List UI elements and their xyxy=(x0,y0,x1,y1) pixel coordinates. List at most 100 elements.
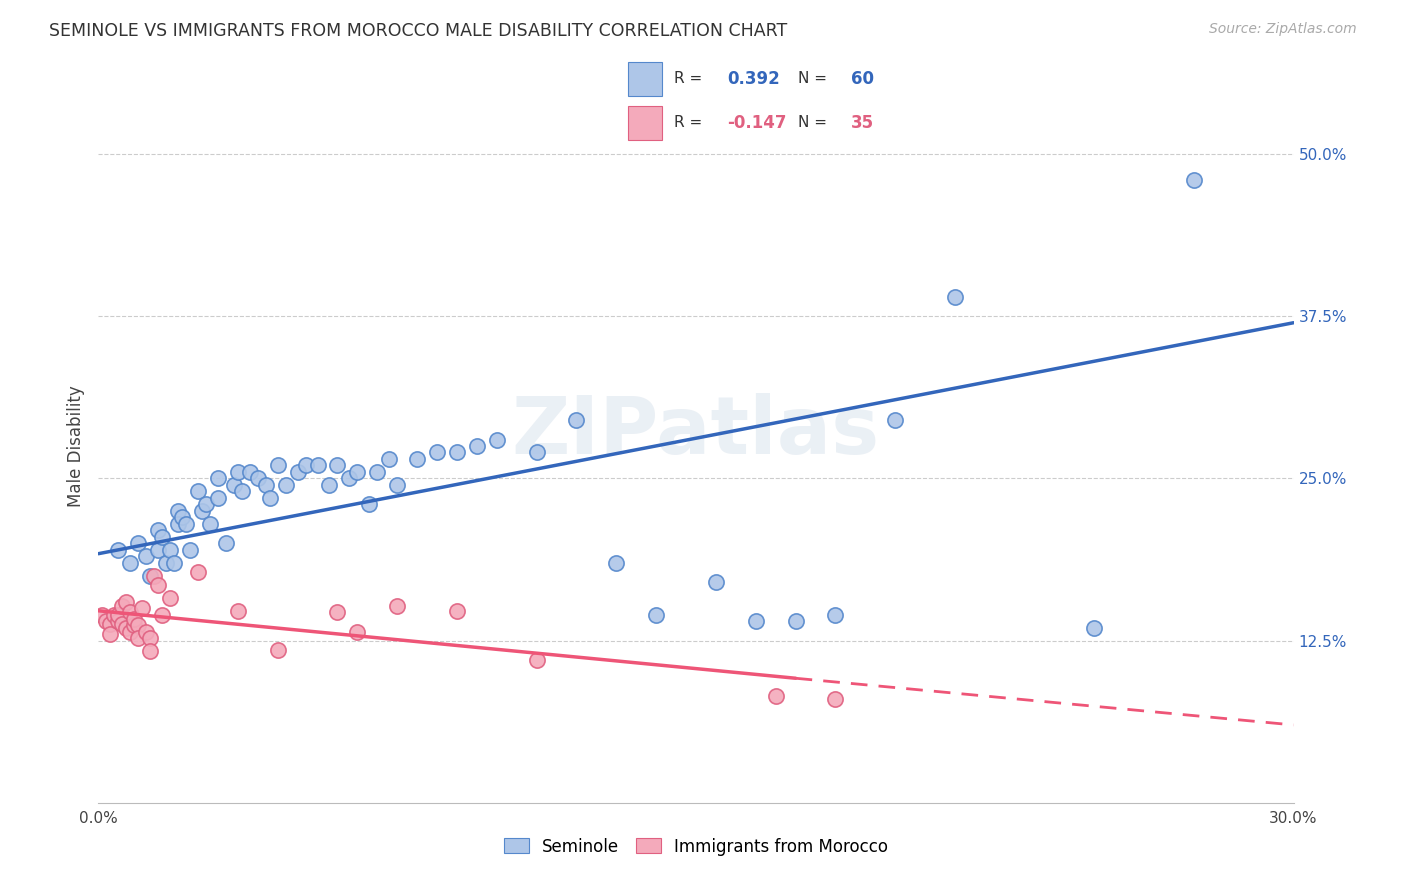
Point xyxy=(605,556,627,570)
Point xyxy=(148,578,170,592)
Point xyxy=(465,439,488,453)
Point xyxy=(124,611,146,625)
Point xyxy=(824,692,846,706)
Point xyxy=(259,491,281,505)
Text: R =: R = xyxy=(675,71,707,87)
Point xyxy=(645,607,668,622)
Point xyxy=(103,607,125,622)
Point xyxy=(378,452,401,467)
Text: 60: 60 xyxy=(851,70,873,87)
Point xyxy=(167,504,190,518)
Point xyxy=(139,644,162,658)
Point xyxy=(207,491,229,505)
Point xyxy=(346,624,368,639)
Point xyxy=(191,504,214,518)
Point xyxy=(307,458,329,473)
Point xyxy=(267,642,290,657)
Text: -0.147: -0.147 xyxy=(727,114,786,132)
Point xyxy=(385,478,409,492)
Point xyxy=(150,607,173,622)
Point xyxy=(207,471,229,485)
Text: N =: N = xyxy=(799,115,832,130)
Point xyxy=(127,631,149,645)
Point xyxy=(111,599,134,613)
Point xyxy=(226,465,249,479)
Text: R =: R = xyxy=(675,115,707,130)
Point xyxy=(195,497,218,511)
Point xyxy=(107,542,129,557)
Point xyxy=(526,445,548,459)
Point xyxy=(150,530,173,544)
Point xyxy=(884,413,907,427)
Point xyxy=(294,458,316,473)
Point xyxy=(326,458,349,473)
FancyBboxPatch shape xyxy=(628,106,662,140)
Text: 35: 35 xyxy=(851,114,873,132)
Point xyxy=(287,465,309,479)
Y-axis label: Male Disability: Male Disability xyxy=(66,385,84,507)
Point xyxy=(239,465,262,479)
Point xyxy=(148,542,170,557)
Point xyxy=(254,478,277,492)
Point xyxy=(179,542,201,557)
Point xyxy=(159,542,181,557)
Point xyxy=(326,605,349,619)
Point xyxy=(765,690,787,704)
Point xyxy=(174,516,197,531)
Point xyxy=(446,445,468,459)
Point xyxy=(215,536,238,550)
Text: SEMINOLE VS IMMIGRANTS FROM MOROCCO MALE DISABILITY CORRELATION CHART: SEMINOLE VS IMMIGRANTS FROM MOROCCO MALE… xyxy=(49,22,787,40)
Point xyxy=(139,568,162,582)
Point xyxy=(446,604,468,618)
Legend: Seminole, Immigrants from Morocco: Seminole, Immigrants from Morocco xyxy=(498,831,894,863)
Point xyxy=(143,568,166,582)
Point xyxy=(127,618,149,632)
Point xyxy=(366,465,388,479)
FancyBboxPatch shape xyxy=(628,62,662,95)
Point xyxy=(1083,621,1105,635)
Point xyxy=(107,607,129,622)
Point xyxy=(785,614,807,628)
Point xyxy=(120,624,142,639)
Text: 0.392: 0.392 xyxy=(727,70,780,87)
Point xyxy=(565,413,588,427)
Point xyxy=(98,627,122,641)
Point xyxy=(231,484,253,499)
Point xyxy=(131,601,153,615)
Point xyxy=(135,549,157,564)
Point xyxy=(148,524,170,538)
Point xyxy=(96,614,118,628)
Text: N =: N = xyxy=(799,71,832,87)
Point xyxy=(159,591,181,605)
Point xyxy=(339,471,361,485)
Point xyxy=(246,471,269,485)
Point xyxy=(167,516,190,531)
Point xyxy=(226,604,249,618)
Point xyxy=(359,497,381,511)
Point xyxy=(172,510,194,524)
Point xyxy=(745,614,768,628)
Point xyxy=(135,624,157,639)
Point xyxy=(346,465,368,479)
Point xyxy=(198,516,221,531)
Point xyxy=(267,458,290,473)
Point xyxy=(1182,173,1205,187)
Point xyxy=(155,556,177,570)
Point xyxy=(115,621,138,635)
Point xyxy=(120,605,142,619)
Point xyxy=(98,616,122,631)
Point xyxy=(120,556,142,570)
Point xyxy=(91,607,114,622)
Point xyxy=(187,484,209,499)
Point xyxy=(274,478,297,492)
Point xyxy=(115,595,138,609)
Point xyxy=(318,478,340,492)
Point xyxy=(111,616,134,631)
Point xyxy=(485,433,508,447)
Point xyxy=(124,618,146,632)
Point xyxy=(426,445,449,459)
Point xyxy=(943,290,966,304)
Text: Source: ZipAtlas.com: Source: ZipAtlas.com xyxy=(1209,22,1357,37)
Point xyxy=(824,607,846,622)
Point xyxy=(163,556,186,570)
